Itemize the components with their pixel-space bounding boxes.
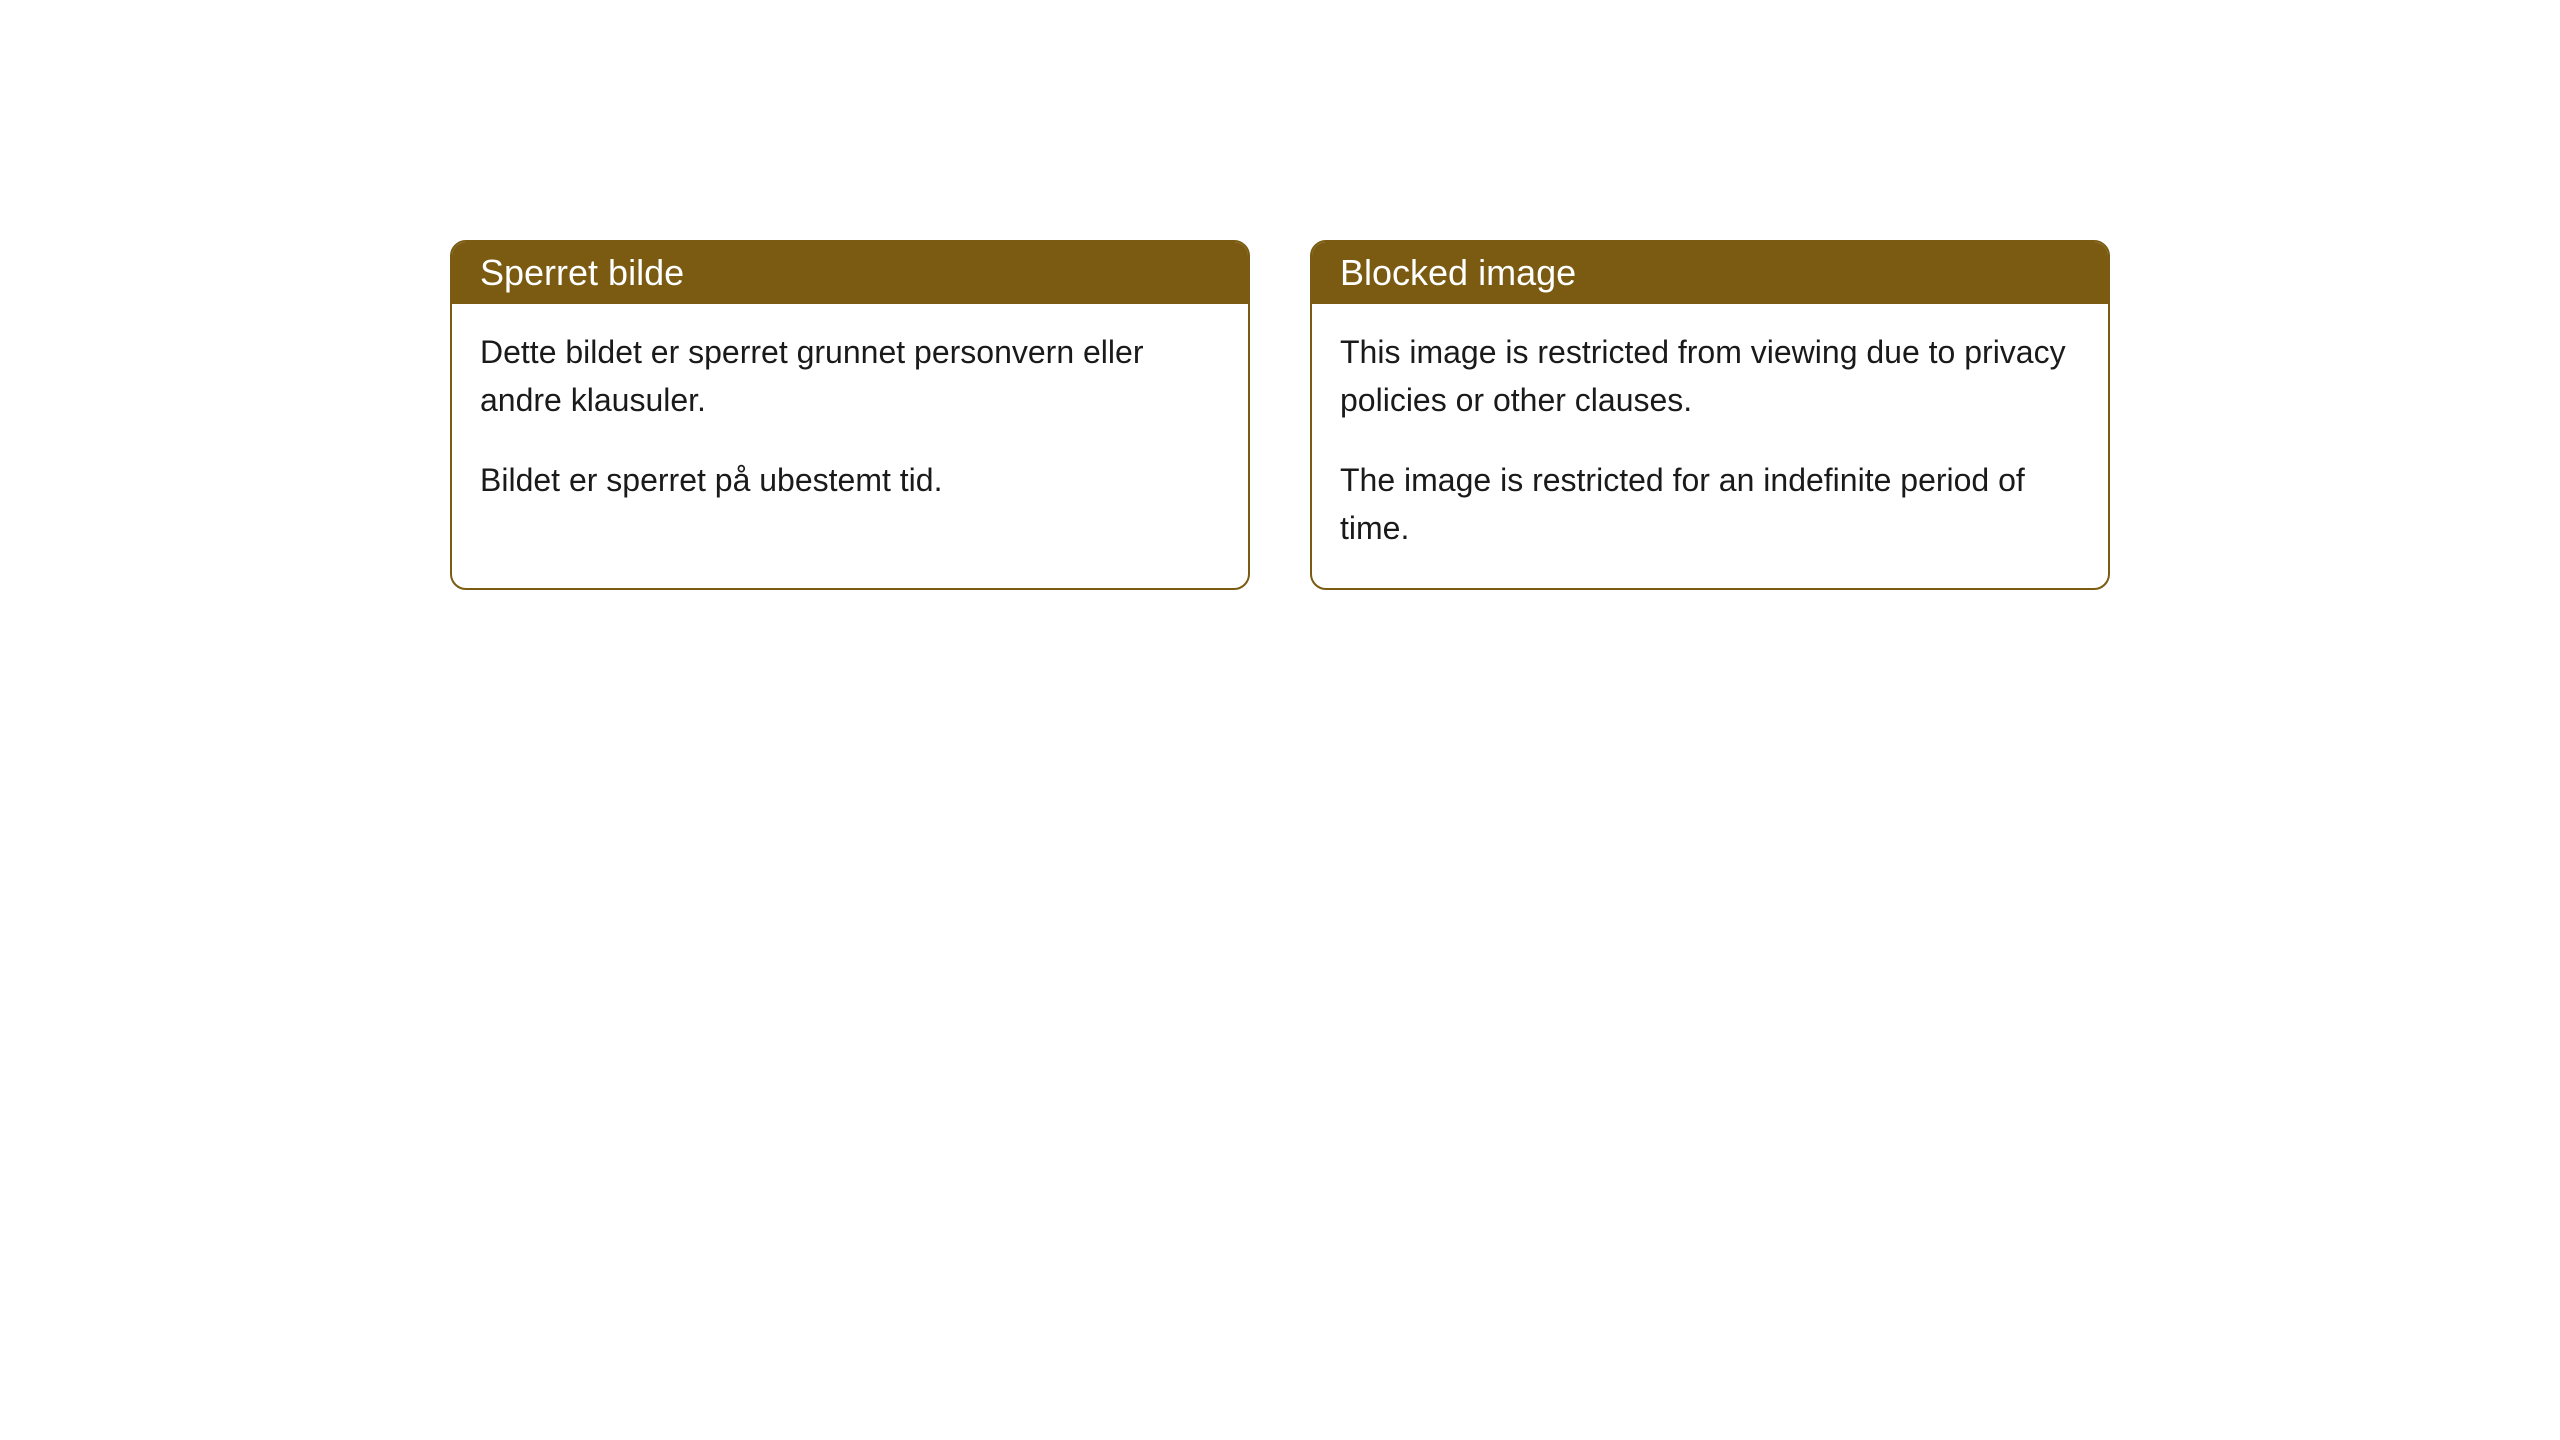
notice-paragraph: Bildet er sperret på ubestemt tid. xyxy=(480,456,1220,504)
notice-body: Dette bildet er sperret grunnet personve… xyxy=(452,304,1248,540)
notice-header: Sperret bilde xyxy=(452,242,1248,304)
notice-card-norwegian: Sperret bilde Dette bildet er sperret gr… xyxy=(450,240,1250,590)
notice-paragraph: This image is restricted from viewing du… xyxy=(1340,328,2080,424)
notice-container: Sperret bilde Dette bildet er sperret gr… xyxy=(0,0,2560,590)
notice-header: Blocked image xyxy=(1312,242,2108,304)
notice-card-english: Blocked image This image is restricted f… xyxy=(1310,240,2110,590)
notice-title: Sperret bilde xyxy=(480,252,684,293)
notice-paragraph: The image is restricted for an indefinit… xyxy=(1340,456,2080,552)
notice-paragraph: Dette bildet er sperret grunnet personve… xyxy=(480,328,1220,424)
notice-title: Blocked image xyxy=(1340,252,1576,293)
notice-body: This image is restricted from viewing du… xyxy=(1312,304,2108,588)
